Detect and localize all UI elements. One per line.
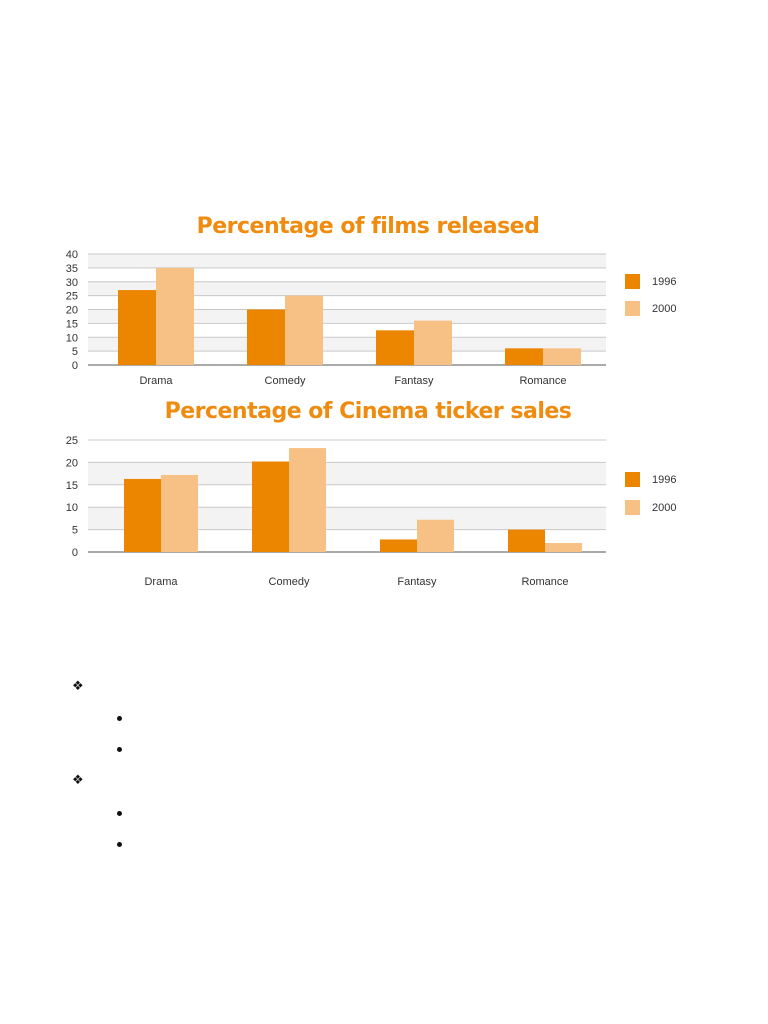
- grid-band: [88, 254, 606, 268]
- x-category-label: Romance: [521, 576, 568, 588]
- bar-romance-1996: [508, 529, 545, 552]
- bar-romance-1996: [505, 348, 543, 365]
- bar-romance-2000: [543, 348, 581, 365]
- y-tick-label: 20: [66, 305, 78, 317]
- chart-title-films: Percentage of films released: [196, 214, 540, 239]
- bar-drama-2000: [156, 267, 194, 365]
- grid-band: [88, 309, 606, 324]
- bar-fantasy-2000: [417, 519, 454, 552]
- y-tick-label: 40: [66, 249, 78, 261]
- y-tick-label: 10: [66, 502, 78, 514]
- x-category-label: Romance: [519, 375, 566, 387]
- legend-swatch: [625, 301, 640, 316]
- legend-label: 2000: [652, 502, 676, 514]
- round-bullet-icon: [117, 716, 122, 721]
- round-bullet-icon: [117, 842, 122, 847]
- grid-band: [88, 337, 606, 352]
- bar-fantasy-1996: [376, 330, 414, 365]
- diamond-bullet-icon: ❖: [72, 679, 84, 694]
- y-tick-label: 15: [66, 318, 78, 330]
- bar-comedy-1996: [252, 461, 289, 552]
- legend-label: 2000: [652, 303, 676, 315]
- legend-swatch: [625, 274, 640, 289]
- bar-comedy-1996: [247, 309, 285, 365]
- x-category-label: Drama: [139, 375, 173, 387]
- y-tick-label: 5: [72, 525, 78, 537]
- y-tick-label: 0: [72, 547, 78, 559]
- bar-fantasy-2000: [414, 320, 452, 365]
- y-tick-label: 15: [66, 480, 78, 492]
- x-category-label: Comedy: [265, 375, 306, 387]
- grid-band: [88, 462, 606, 485]
- diamond-bullet-icon: ❖: [72, 773, 84, 788]
- y-tick-label: 30: [66, 277, 78, 289]
- y-tick-label: 25: [66, 291, 78, 303]
- bar-comedy-2000: [285, 295, 323, 365]
- bar-fantasy-1996: [380, 539, 417, 552]
- legend-swatch: [625, 500, 640, 515]
- grid-band: [88, 281, 606, 296]
- legend-label: 1996: [652, 474, 676, 486]
- y-tick-label: 5: [72, 346, 78, 358]
- bar-drama-1996: [118, 290, 156, 365]
- legend-label: 1996: [652, 276, 676, 288]
- bar-drama-2000: [161, 474, 198, 552]
- y-tick-label: 20: [66, 457, 78, 469]
- round-bullet-icon: [117, 811, 122, 816]
- grid-band: [88, 507, 606, 530]
- y-tick-label: 0: [72, 360, 78, 372]
- bar-drama-1996: [124, 478, 161, 552]
- x-category-label: Fantasy: [394, 375, 434, 387]
- y-tick-label: 35: [66, 263, 78, 275]
- bar-romance-2000: [545, 543, 582, 552]
- legend-swatch: [625, 472, 640, 487]
- chart-title-ticket-sales: Percentage of Cinema ticker sales: [164, 399, 572, 424]
- ticket-sales-chart: 0 5 10 15 20 25 Drama Comedy Fantasy Romance 1996 2…: [66, 435, 677, 588]
- y-tick-label: 25: [66, 435, 78, 447]
- x-category-label: Drama: [144, 576, 178, 588]
- y-tick-label: 10: [66, 332, 78, 344]
- x-category-label: Comedy: [269, 576, 310, 588]
- x-category-label: Fantasy: [397, 576, 437, 588]
- bar-comedy-2000: [289, 448, 326, 552]
- round-bullet-icon: [117, 747, 122, 752]
